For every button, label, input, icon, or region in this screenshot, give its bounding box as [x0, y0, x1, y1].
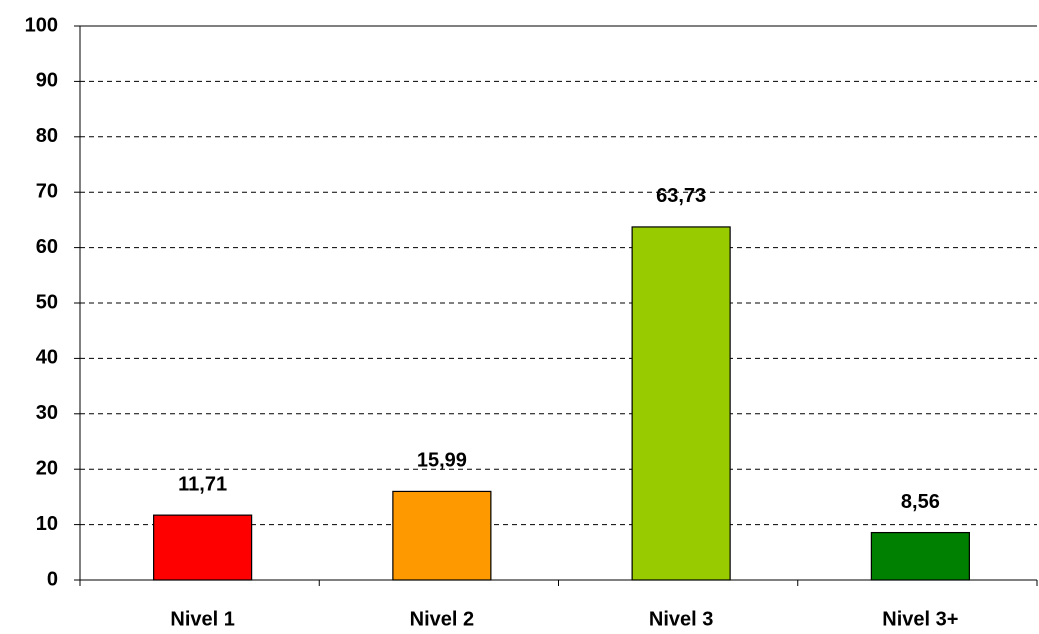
y-tick-label: 80 [36, 125, 58, 147]
y-tick-label: 100 [25, 14, 58, 36]
value-label: 63,73 [656, 185, 706, 207]
bar [392, 490, 492, 581]
y-tick-label: 20 [36, 457, 58, 479]
value-label: 8,56 [901, 491, 940, 513]
bar [870, 531, 970, 581]
y-tick-label: 70 [36, 180, 58, 202]
y-tick-label: 60 [36, 236, 58, 258]
x-tick-label: Nivel 1 [170, 608, 234, 630]
x-tick-label: Nivel 3+ [882, 608, 958, 630]
bar [631, 226, 731, 581]
value-label: 11,71 [178, 473, 227, 495]
bar [153, 514, 253, 581]
x-tick-label: Nivel 3 [649, 608, 713, 630]
y-tick-label: 50 [36, 291, 58, 313]
y-tick-label: 40 [36, 347, 58, 369]
x-tick-label: Nivel 2 [410, 608, 474, 630]
y-tick-label: 30 [36, 402, 58, 424]
y-tick-label: 10 [36, 513, 58, 535]
y-tick-label: 90 [36, 70, 58, 92]
value-label: 15,99 [417, 450, 467, 472]
y-tick-label: 0 [47, 568, 58, 590]
